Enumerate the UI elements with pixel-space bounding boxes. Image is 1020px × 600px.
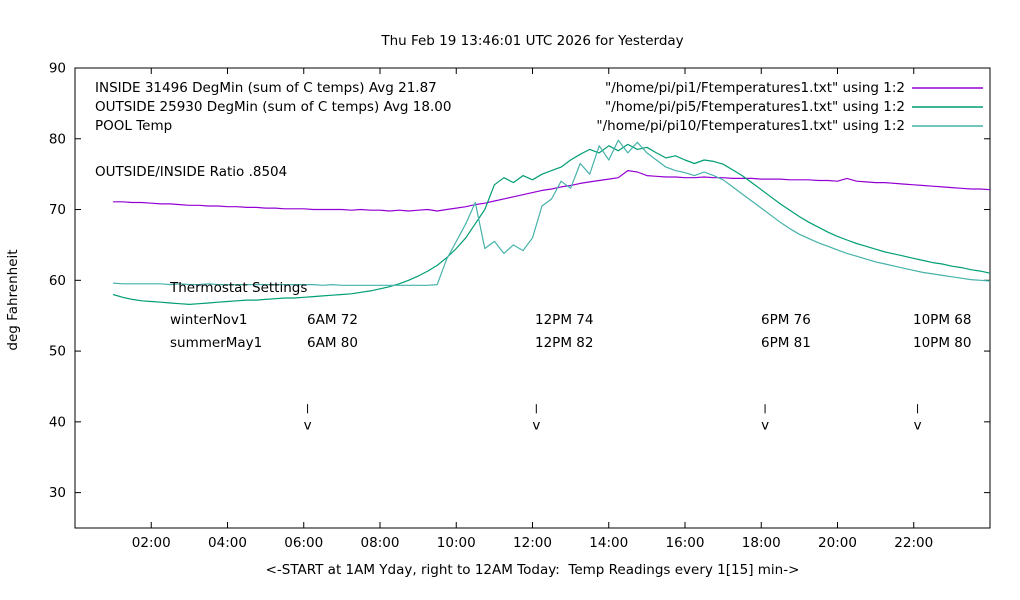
y-axis-label: deg Fahrenheit xyxy=(5,249,21,351)
summer-label: summerMay1 xyxy=(170,335,263,351)
ratio-label: OUTSIDE/INSIDE Ratio .8504 xyxy=(95,164,288,180)
winter-12pm-setting: 12PM 74 xyxy=(535,312,594,328)
svg-text:16:00: 16:00 xyxy=(666,535,705,551)
thermostat-settings-title: Thermostat Settings xyxy=(170,280,308,296)
inside-series-label: INSIDE 31496 DegMin (sum of C temps) Avg… xyxy=(95,80,437,96)
svg-text:12:00: 12:00 xyxy=(513,535,552,551)
chart-title: Thu Feb 19 13:46:01 UTC 2026 for Yesterd… xyxy=(381,33,684,49)
legend-file-inside: "/home/pi/pi1/Ftemperatures1.txt" using … xyxy=(605,80,905,96)
summer-6pm-setting: 6PM 81 xyxy=(761,335,811,351)
summer-6am-setting: 6AM 80 xyxy=(307,335,358,351)
legend-file-outside: "/home/pi/pi5/Ftemperatures1.txt" using … xyxy=(605,99,905,115)
svg-text:14:00: 14:00 xyxy=(589,535,628,551)
svg-text:v: v xyxy=(761,418,769,434)
svg-text:70: 70 xyxy=(49,202,66,218)
svg-text:10:00: 10:00 xyxy=(437,535,476,551)
winter-10pm-setting: 10PM 68 xyxy=(913,312,972,328)
summer-10pm-setting: 10PM 80 xyxy=(913,335,972,351)
x-axis-label: <-START at 1AM Yday, right to 12AM Today… xyxy=(265,562,800,578)
svg-text:18:00: 18:00 xyxy=(742,535,781,551)
svg-text:08:00: 08:00 xyxy=(361,535,400,551)
winter-6am-setting: 6AM 72 xyxy=(307,312,358,328)
svg-text:22:00: 22:00 xyxy=(894,535,933,551)
outside-series-label: OUTSIDE 25930 DegMin (sum of C temps) Av… xyxy=(95,99,452,115)
pool-series-label: POOL Temp xyxy=(95,118,173,134)
svg-text:v: v xyxy=(532,418,540,434)
svg-text:60: 60 xyxy=(49,273,66,289)
svg-text:80: 80 xyxy=(49,131,66,147)
svg-text:40: 40 xyxy=(49,414,66,430)
svg-text:04:00: 04:00 xyxy=(208,535,247,551)
svg-text:20:00: 20:00 xyxy=(818,535,857,551)
svg-text:90: 90 xyxy=(49,61,66,77)
svg-text:06:00: 06:00 xyxy=(284,535,323,551)
svg-text:v: v xyxy=(304,418,312,434)
svg-text:30: 30 xyxy=(49,485,66,501)
svg-text:50: 50 xyxy=(49,344,66,360)
svg-text:02:00: 02:00 xyxy=(132,535,171,551)
svg-text:v: v xyxy=(914,418,922,434)
winter-label: winterNov1 xyxy=(170,312,248,328)
winter-6pm-setting: 6PM 76 xyxy=(761,312,811,328)
legend-file-pool: "/home/pi/pi10/Ftemperatures1.txt" using… xyxy=(596,118,905,134)
summer-12pm-setting: 12PM 82 xyxy=(535,335,594,351)
